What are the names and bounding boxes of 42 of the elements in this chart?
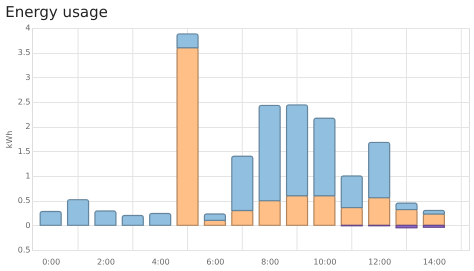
y-tick-label: 0.5 (18, 196, 30, 206)
bar (258, 200, 281, 226)
bar (258, 104, 281, 202)
y-tick-label: 2.5 (18, 98, 30, 106)
bar (368, 197, 390, 226)
bar (94, 210, 117, 226)
bar (286, 104, 308, 196)
x-tick-label: 10:00 (313, 258, 336, 266)
y-tick-label: 3.5 (18, 48, 30, 58)
bar (176, 47, 199, 226)
y-tick-label: 2 (25, 122, 30, 132)
bar (313, 195, 336, 226)
bar (176, 33, 199, 48)
bar (395, 224, 418, 228)
x-tick-label: 2:00 (96, 258, 115, 266)
bar (231, 210, 254, 226)
bar (40, 210, 62, 226)
y-tick-label: 1 (25, 172, 30, 180)
bar (313, 118, 336, 196)
bar (422, 210, 445, 215)
x-tick-label: 8:00 (261, 258, 280, 266)
bar (340, 175, 363, 208)
x-tick-label: 14:00 (422, 258, 446, 266)
bar (286, 195, 308, 226)
y-tick-label: 4 (25, 24, 30, 32)
x-tick-label: 12:00 (368, 258, 392, 266)
chart-title: Energy usage (5, 3, 108, 21)
y-tick-label: 0.5 (18, 246, 30, 254)
bar (231, 156, 254, 212)
bar (368, 142, 390, 198)
x-tick-label: 6:00 (206, 258, 224, 266)
y-tick-label: 1.5 (18, 146, 30, 156)
bar (66, 199, 90, 226)
bar (122, 214, 144, 226)
y-tick-label: 0 (25, 220, 30, 230)
x-tick-label: 4:00 (152, 258, 170, 266)
bar (204, 213, 226, 221)
y-axis-title: kWh (4, 130, 14, 148)
x-tick-label: 0:00 (42, 258, 60, 266)
bar (149, 212, 172, 226)
bar (395, 202, 418, 210)
y-tick-label: 3 (25, 72, 30, 82)
